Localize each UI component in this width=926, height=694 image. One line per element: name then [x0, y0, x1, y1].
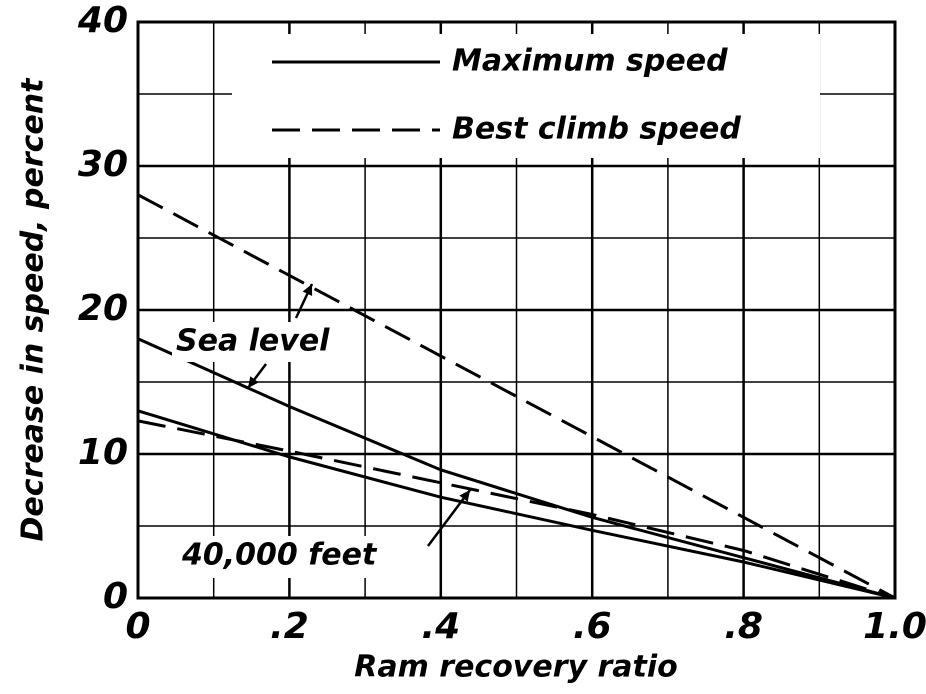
legend-label: Maximum speed: [452, 44, 728, 79]
y-tick-label: 20: [78, 288, 128, 329]
y-axis-label: Decrease in speed, percent: [16, 77, 51, 542]
series-line: [137, 419, 896, 600]
x-tick-label: .6: [573, 606, 612, 647]
x-tick-label: 1.0: [863, 606, 926, 647]
arrow-head: [302, 284, 313, 296]
annotation-bg: [172, 322, 358, 362]
annotation: Sea level: [176, 324, 330, 359]
y-tick-label: 30: [78, 144, 128, 185]
x-tick-label: .4: [421, 606, 460, 647]
annotation: 40,000 feet: [181, 538, 378, 573]
y-tick-label: 0: [103, 576, 128, 617]
series-line: [137, 337, 896, 600]
arrow-head: [459, 490, 470, 502]
x-tick-label: 0: [125, 606, 150, 647]
arrow: [427, 489, 471, 547]
legend-box: [232, 34, 820, 158]
legend-label: Best climb speed: [452, 112, 741, 147]
series-line: [137, 409, 896, 600]
series-line: [137, 193, 896, 600]
annotation-bg: [178, 536, 424, 578]
plot-frame: [136, 20, 897, 600]
x-tick-label: .2: [270, 606, 309, 647]
y-tick-label: 40: [77, 0, 128, 41]
y-tick-label: 10: [78, 432, 128, 473]
x-tick-label: .8: [724, 606, 763, 647]
arrow-head: [248, 376, 259, 388]
x-axis-label: Ram recovery ratio: [354, 650, 678, 685]
